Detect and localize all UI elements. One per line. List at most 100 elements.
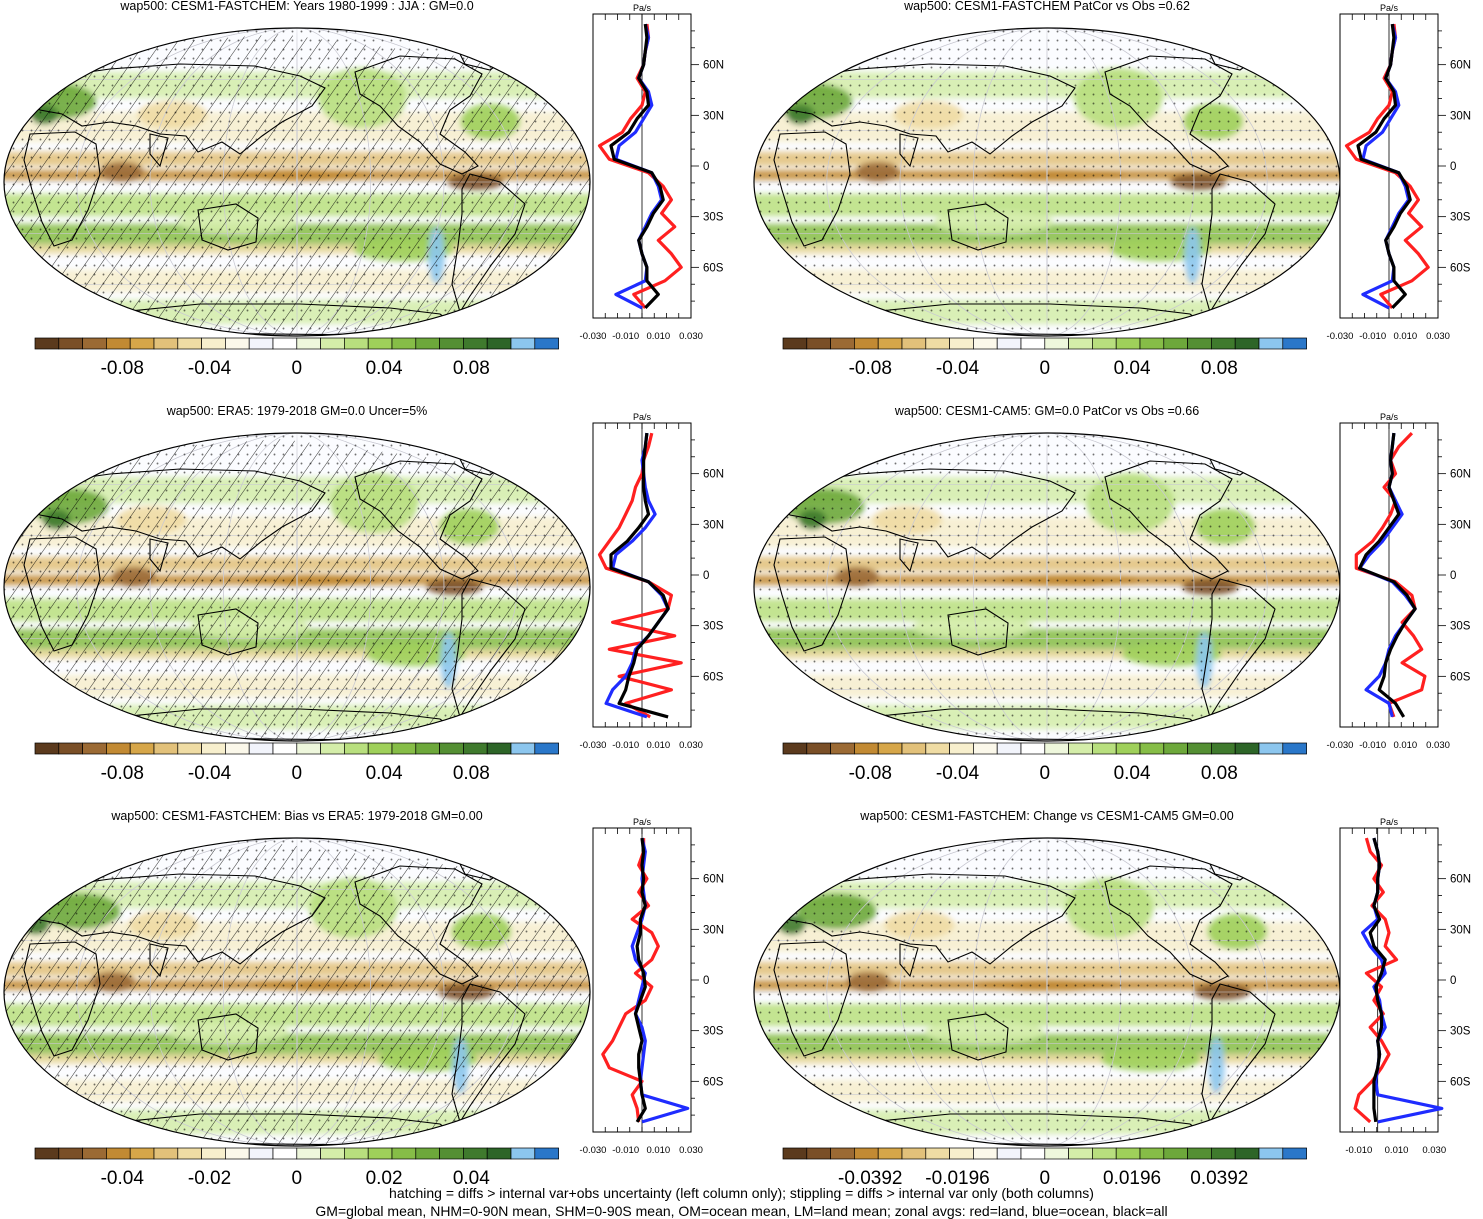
colorbar-swatch [106, 742, 131, 755]
profile-x-tick-label: 0.030 [1426, 331, 1450, 342]
colorbar-swatch [973, 337, 998, 350]
colorbar-swatch [1234, 1147, 1260, 1160]
panel-3: wap500: ERA5: 1979-2018 GM=0.0 Uncer=5% -… [3, 404, 725, 784]
colorbar-swatch [877, 1147, 903, 1160]
colorbar-swatch [296, 1147, 321, 1160]
colorbar-swatch [106, 1147, 131, 1160]
profile-unit-label: Pa/s [1380, 817, 1399, 827]
colorbar-tick-label: 0 [292, 1168, 303, 1189]
colorbar-swatch [82, 742, 107, 755]
colorbar-swatch [854, 337, 879, 350]
colorbar-swatch [1020, 337, 1046, 350]
profile-y-tick-label: 60S [1450, 262, 1471, 274]
colorbar-swatch [782, 742, 808, 755]
colorbar-swatch [1258, 742, 1284, 755]
profile-y-tick-label: 60N [703, 874, 724, 886]
colorbar-swatch [1044, 1147, 1069, 1160]
colorbar-swatch [1211, 337, 1236, 350]
colorbar-swatch [58, 337, 83, 350]
colorbar-swatch [1163, 1147, 1188, 1160]
colorbar-swatch [177, 337, 202, 350]
zonal-profile: Pa/s -0.030 -0.010 0.010 0.030 60N 30N 0 30S 60S [580, 412, 725, 751]
colorbar-swatch [534, 1147, 559, 1160]
profile-x-tick-label: 0.030 [679, 331, 703, 342]
colorbar-swatch [344, 337, 369, 350]
colorbar-swatch [272, 337, 298, 350]
colorbar-swatch [534, 337, 559, 350]
footer-line-2: GM=global mean, NHM=0-90N mean, SHM=0-90… [315, 1203, 1168, 1219]
colorbar-swatch [806, 742, 831, 755]
profile-y-tick-label: 60N [1450, 60, 1471, 72]
profile-y-tick-label: 60N [703, 60, 724, 72]
panel-title: wap500: CESM1-FASTCHEM: Bias vs ERA5: 19… [110, 809, 482, 823]
profile-y-tick-label: 30N [1450, 924, 1471, 936]
colorbar-swatch [201, 337, 226, 350]
colorbar-swatch [415, 337, 440, 350]
colorbar-swatch [949, 742, 974, 755]
profile-x-tick-label: 0.010 [646, 740, 670, 751]
colorbar-swatch [510, 1147, 536, 1160]
colorbar-swatch [1211, 742, 1236, 755]
colorbar-swatch [439, 1147, 464, 1160]
colorbar-swatch [344, 742, 369, 755]
profile-y-tick-label: 30S [703, 621, 724, 633]
colorbar-tick-label: -0.08 [101, 763, 144, 784]
profile-y-tick-label: 0 [703, 161, 709, 173]
map-outline [3, 27, 591, 337]
colorbar-swatch [320, 742, 345, 755]
colorbar-swatch [82, 337, 107, 350]
colorbar-swatch [272, 1147, 298, 1160]
colorbar-swatch [1163, 337, 1188, 350]
colorbar-swatch [925, 1147, 950, 1160]
colorbar-swatch [439, 337, 464, 350]
colorbar-tick-label: -0.08 [101, 358, 144, 379]
profile-y-tick-label: 60N [1450, 469, 1471, 481]
profile-x-tick-label: -0.010 [612, 331, 639, 342]
colorbar: -0.04 -0.02 0 0.02 0.04 [34, 1147, 559, 1189]
colorbar-swatch [34, 1147, 60, 1160]
profile-unit-label: Pa/s [633, 3, 652, 13]
map-field [4, 28, 590, 336]
colorbar-swatch [1163, 742, 1188, 755]
profile-y-tick-label: 60S [703, 262, 724, 274]
profile-x-tick-label: -0.010 [1359, 331, 1386, 342]
profile-unit-label: Pa/s [1380, 412, 1399, 422]
all-series-line [1357, 432, 1417, 718]
colorbar-swatch [1211, 1147, 1236, 1160]
colorbar-swatch [1234, 742, 1260, 755]
colorbar-swatch [830, 1147, 855, 1160]
profile-y-tick-label: 30N [703, 924, 724, 936]
colorbar-tick-label: 0.04 [453, 1168, 490, 1189]
map-outline [3, 837, 591, 1147]
colorbar-swatch [973, 1147, 998, 1160]
profile-x-tick-label: 0.030 [1422, 1145, 1446, 1156]
colorbar-swatch [439, 742, 464, 755]
profile-y-tick-label: 0 [1450, 161, 1456, 173]
colorbar-swatch [463, 1147, 488, 1160]
colorbar-swatch [58, 1147, 83, 1160]
colorbar-tick-label: -0.08 [849, 763, 892, 784]
colorbar-swatch [248, 337, 274, 350]
colorbar-swatch [486, 337, 512, 350]
colorbar-swatch [296, 337, 321, 350]
colorbar-tick-label: -0.04 [188, 358, 232, 379]
profile-x-tick-label: -0.030 [580, 331, 607, 342]
profile-x-tick-label: -0.010 [1345, 1145, 1372, 1156]
colorbar-tick-label: -0.04 [936, 763, 980, 784]
colorbar-swatch [463, 337, 488, 350]
colorbar-tick-label: 0.08 [453, 763, 490, 784]
colorbar-swatch [1020, 742, 1046, 755]
panel-4: wap500: CESM1-CAM5: GM=0.0 PatCor vs Obs… [753, 404, 1471, 784]
colorbar-swatch [106, 337, 131, 350]
colorbar-swatch [248, 742, 274, 755]
colorbar-swatch [201, 1147, 226, 1160]
colorbar-swatch [949, 1147, 974, 1160]
colorbar: -0.08 -0.04 0 0.04 0.08 [34, 337, 559, 379]
colorbar-swatch [415, 1147, 440, 1160]
colorbar-tick-label: 0.08 [1201, 358, 1238, 379]
profile-y-tick-label: 30N [703, 519, 724, 531]
panel-title: wap500: CESM1-FASTCHEM: Change vs CESM1-… [859, 809, 1233, 823]
colorbar-swatch [1115, 337, 1141, 350]
colorbar-swatch [901, 337, 927, 350]
colorbar-swatch [1139, 1147, 1165, 1160]
